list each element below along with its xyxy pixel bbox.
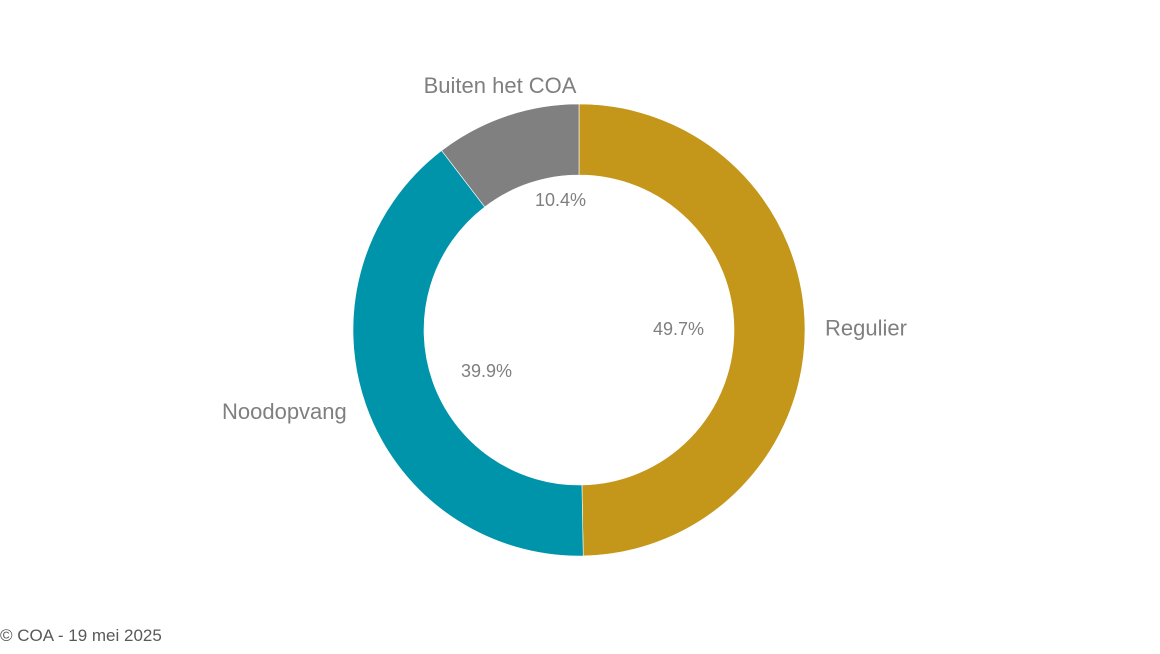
value-label-buiten-het-coa: 10.4% — [535, 190, 586, 210]
value-label-regulier: 49.7% — [653, 319, 704, 339]
copyright-footer: © COA - 19 mei 2025 — [0, 626, 162, 645]
donut-slice-regulier — [578, 103, 806, 557]
category-label-regulier: Regulier — [825, 316, 907, 341]
category-label-noodopvang: Noodopvang — [222, 399, 347, 424]
donut-slice-buiten-het-coa — [441, 103, 580, 208]
donut-labels: 49.7% Regulier 39.9% Noodopvang 10.4% Buiten … — [222, 73, 907, 424]
value-label-noodopvang: 39.9% — [461, 361, 512, 381]
donut-slices — [352, 103, 806, 557]
category-label-buiten-het-coa: Buiten het COA — [424, 73, 577, 98]
donut-slice-noodopvang — [352, 150, 584, 557]
